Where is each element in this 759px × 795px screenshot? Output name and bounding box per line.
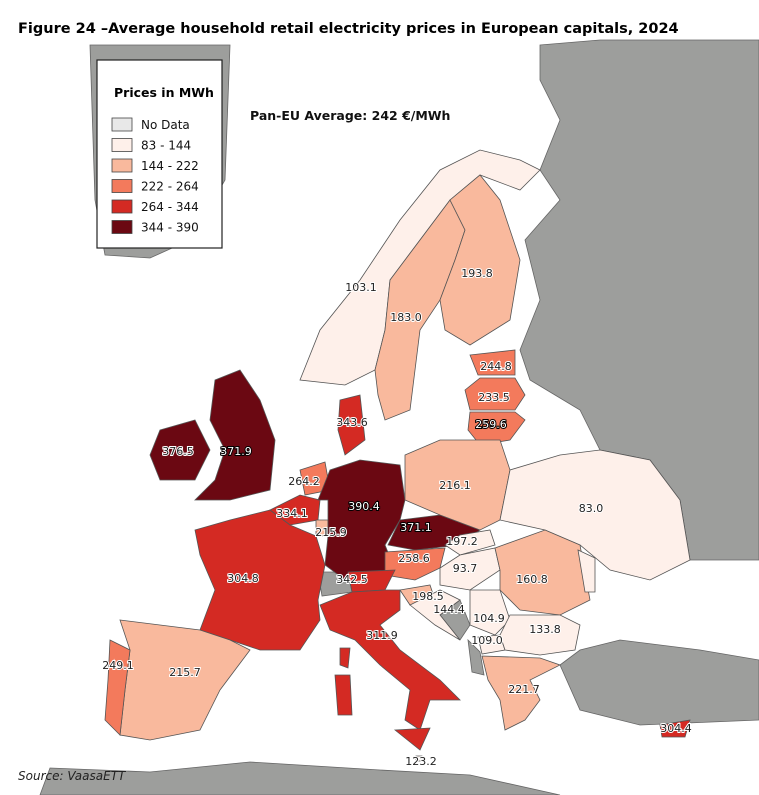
sardinia — [334, 674, 353, 716]
greece — [481, 655, 562, 731]
price-label: 197.2 — [446, 535, 478, 548]
map — [39, 39, 759, 795]
price-label: 311.9 — [366, 629, 398, 642]
price-label: 93.7 — [453, 562, 478, 575]
lithuania — [467, 411, 526, 446]
legend-label: 222 - 264 — [141, 180, 199, 194]
legend-label: 83 - 144 — [141, 139, 191, 153]
portugal — [104, 639, 131, 736]
price-label: 109.0 — [471, 634, 503, 647]
price-label: 193.8 — [461, 267, 493, 280]
france — [194, 509, 326, 651]
croatia — [409, 589, 461, 641]
price-label: 133.8 — [529, 623, 561, 636]
price-labels: 103.1 183.0 193.8 244.8 233.5 259.6 343.… — [101, 266, 693, 769]
denmark — [337, 394, 366, 456]
price-label: 371.9 — [220, 445, 252, 458]
price-label: 215.7 — [169, 666, 201, 679]
price-label: 342.5 — [336, 573, 368, 586]
pan-eu-average: Pan-EU Average: 242 €/MWh — [250, 108, 450, 123]
legend-swatch — [111, 138, 133, 152]
italy — [319, 589, 461, 731]
finland — [439, 174, 521, 346]
price-label: 123.2 — [405, 755, 437, 768]
price-label: 244.8 — [480, 360, 512, 373]
price-label: 160.8 — [516, 573, 548, 586]
ireland — [149, 419, 211, 481]
legend-label: 264 - 344 — [141, 200, 199, 214]
legend-swatch — [111, 199, 133, 214]
slovakia — [444, 529, 496, 556]
legend-swatch — [111, 117, 133, 132]
legend-swatch — [111, 158, 133, 173]
price-label: 371.1 — [400, 521, 432, 534]
sicily — [393, 727, 431, 751]
legend-title: Prices in MWh — [114, 85, 214, 100]
united-kingdom — [194, 369, 276, 501]
price-label: 304.4 — [660, 722, 692, 735]
price-label: 103.1 — [345, 281, 377, 294]
bulgaria — [499, 614, 581, 656]
price-label: 216.1 — [439, 479, 471, 492]
legend-label: No Data — [141, 118, 190, 132]
price-label: 221.7 — [508, 683, 540, 696]
price-label: 233.5 — [478, 391, 510, 404]
title: Figure 24 –Average household retail elec… — [18, 21, 679, 37]
price-label: 259.6 — [475, 418, 507, 431]
price-label: 104.9 — [473, 612, 505, 625]
estonia — [469, 349, 516, 376]
moldova — [577, 549, 596, 593]
albania — [467, 638, 485, 676]
price-label: 215.9 — [315, 526, 347, 539]
price-label: 334.1 — [276, 507, 308, 520]
legend-swatch — [111, 220, 133, 234]
legend-swatch — [111, 179, 133, 193]
price-label: 258.6 — [398, 552, 430, 565]
price-label: 376.5 — [162, 445, 194, 458]
latvia — [464, 377, 526, 411]
turkey — [559, 639, 759, 726]
legend-label: 144 - 222 — [141, 159, 199, 173]
price-label: 390.4 — [348, 500, 380, 513]
price-label: 264.2 — [288, 475, 320, 488]
legend: Prices in MWh No Data 83 - 144 144 - 222 22… — [96, 59, 223, 249]
malta — [415, 755, 423, 762]
price-label: 183.0 — [390, 311, 422, 324]
price-label: 83.0 — [579, 502, 604, 515]
price-label: 198.5 — [412, 590, 444, 603]
serbia — [469, 589, 511, 636]
source: Source: VaasaETT — [18, 769, 127, 783]
price-label: 144.4 — [433, 603, 465, 616]
corsica — [339, 647, 351, 669]
price-label: 249.1 — [102, 659, 134, 672]
price-label: 304.8 — [227, 572, 259, 585]
cyprus — [659, 719, 691, 738]
germany — [317, 459, 406, 581]
legend-label: 344 - 390 — [141, 221, 199, 235]
price-label: 343.6 — [336, 416, 368, 429]
legend-box — [96, 59, 223, 249]
africa — [39, 761, 561, 795]
